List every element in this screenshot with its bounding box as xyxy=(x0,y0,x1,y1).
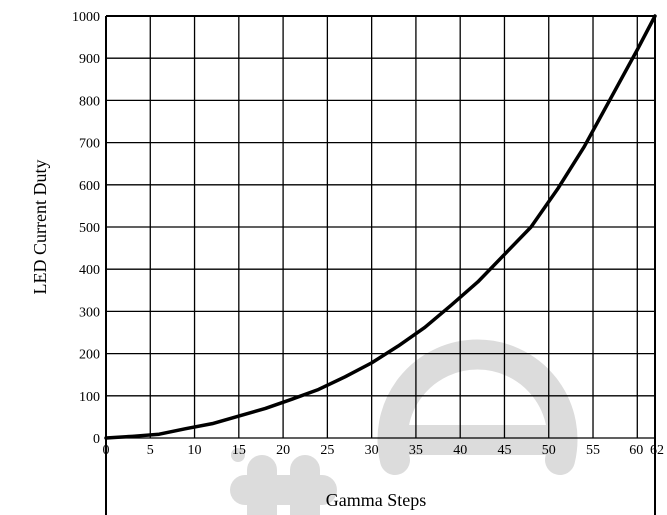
x-tick-label: 45 xyxy=(497,443,511,458)
watermark-logo xyxy=(230,339,578,515)
y-tick-label: 400 xyxy=(79,263,100,278)
y-tick-label: 600 xyxy=(79,179,100,194)
x-tick-label: 5 xyxy=(147,443,154,458)
x-tick-label: 20 xyxy=(276,443,290,458)
y-tick-label: 900 xyxy=(79,52,100,67)
y-tick-label: 700 xyxy=(79,137,100,152)
x-tick-label: 0 xyxy=(103,443,110,458)
y-tick-label: 300 xyxy=(79,305,100,320)
y-tick-label: 500 xyxy=(79,221,100,236)
y-tick-label: 100 xyxy=(79,390,100,405)
x-tick-label: 25 xyxy=(320,443,334,458)
chart-grid xyxy=(105,15,656,515)
y-axis-label: LED Current Duty xyxy=(30,160,50,295)
y-tick-label: 1000 xyxy=(72,10,100,25)
x-axis-label: Gamma Steps xyxy=(326,490,427,510)
x-tick-label: 40 xyxy=(453,443,467,458)
x-tick-label: 15 xyxy=(232,443,246,458)
x-tick-label: 30 xyxy=(365,443,379,458)
x-tick-label: 62 xyxy=(650,443,664,458)
series-line xyxy=(104,14,657,440)
x-tick-label: 55 xyxy=(586,443,600,458)
x-tick-label: 10 xyxy=(188,443,202,458)
y-tick-label: 800 xyxy=(79,94,100,109)
x-axis-ticks: 0 5 10 15 20 25 30 35 40 45 50 55 60 62 xyxy=(103,443,665,458)
y-tick-label: 0 xyxy=(93,432,100,447)
x-tick-label: 35 xyxy=(409,443,423,458)
x-tick-label: 50 xyxy=(542,443,556,458)
y-tick-label: 200 xyxy=(79,348,100,363)
series-layer xyxy=(104,14,657,440)
x-tick-label: 60 xyxy=(629,443,643,458)
y-axis-ticks: 0 100 200 300 400 500 600 700 800 900 1000 xyxy=(72,10,100,447)
